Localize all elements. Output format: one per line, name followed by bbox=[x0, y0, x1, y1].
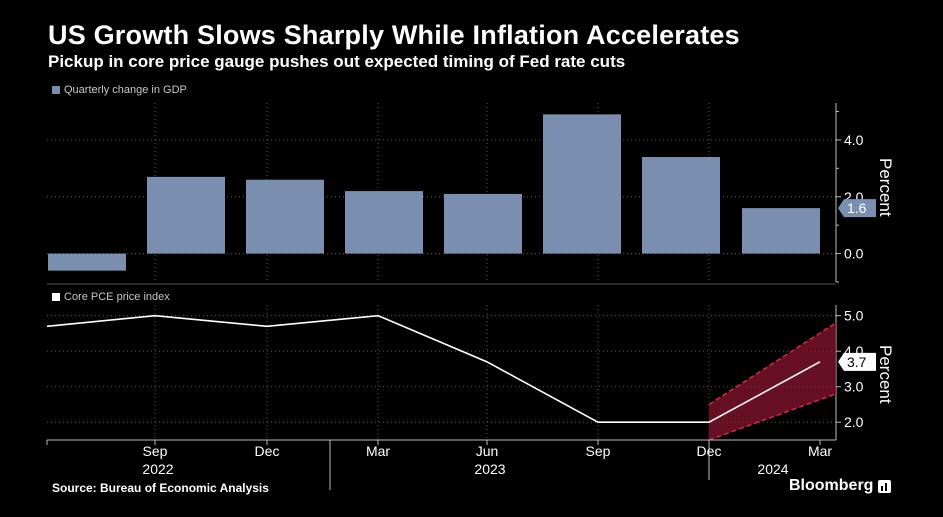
x-month-label: Mar bbox=[366, 443, 390, 459]
x-month-label: Sep bbox=[586, 443, 611, 459]
gdp-tick-label: 4.0 bbox=[844, 132, 864, 148]
pce-last-value-tag bbox=[838, 352, 876, 371]
chart-title: US Growth Slows Sharply While Inflation … bbox=[48, 20, 740, 50]
gdp-panel: 4.02.00.01.6 Percent bbox=[47, 103, 895, 285]
chart-subtitle: Pickup in core price gauge pushes out ex… bbox=[48, 52, 626, 71]
gdp-last-value-tag bbox=[838, 199, 876, 218]
pce-tick-label: 2.0 bbox=[844, 414, 864, 430]
pce-forecast-band bbox=[709, 322, 836, 440]
source-note: Source: Bureau of Economic Analysis bbox=[52, 481, 269, 495]
pce-line bbox=[46, 314, 821, 424]
brand-label: Bloomberg bbox=[789, 477, 874, 494]
gdp-bar bbox=[345, 191, 423, 254]
gdp-bar bbox=[444, 193, 522, 254]
x-month-label: Dec bbox=[697, 443, 722, 459]
x-month-label: Dec bbox=[255, 443, 280, 459]
pce-legend: Core PCE price index bbox=[52, 291, 170, 303]
gdp-last-value-label: 1.6 bbox=[847, 200, 867, 216]
bar-chart-icon bbox=[878, 479, 892, 493]
x-axis: Sep Dec Mar Jun Sep Dec Mar 2022 2023 2024 bbox=[46, 439, 836, 490]
gdp-bar bbox=[543, 114, 621, 254]
gdp-bar bbox=[147, 176, 225, 254]
pce-ylabel: Percent bbox=[876, 345, 895, 404]
gdp-bar bbox=[742, 208, 820, 254]
x-year-label: 2023 bbox=[474, 461, 505, 477]
gdp-legend: Quarterly change in GDP bbox=[52, 84, 187, 96]
pce-tick-label: 3.0 bbox=[844, 379, 864, 395]
gdp-bar bbox=[642, 156, 720, 254]
gdp-bar bbox=[246, 179, 324, 254]
pce-panel: 5.04.03.02.03.7 Percent bbox=[46, 305, 895, 441]
gdp-legend-swatch bbox=[52, 86, 60, 94]
x-month-label: Mar bbox=[808, 443, 832, 459]
gdp-ylabel: Percent bbox=[876, 158, 895, 217]
x-month-label: Jun bbox=[476, 443, 499, 459]
pce-legend-swatch bbox=[52, 293, 60, 301]
pce-last-value-label: 3.7 bbox=[847, 354, 867, 370]
gdp-legend-label: Quarterly change in GDP bbox=[64, 84, 187, 96]
x-year-label: 2022 bbox=[142, 461, 173, 477]
gdp-bar bbox=[48, 253, 126, 271]
x-month-label: Sep bbox=[143, 443, 168, 459]
pce-tick-label: 5.0 bbox=[844, 308, 864, 324]
bloomberg-logo: Bloomberg bbox=[789, 477, 892, 495]
pce-forecast-upper bbox=[708, 322, 837, 406]
pce-forecast-lower bbox=[708, 393, 837, 441]
x-year-label: 2024 bbox=[757, 461, 788, 477]
gdp-tick-label: 0.0 bbox=[844, 246, 864, 262]
pce-legend-label: Core PCE price index bbox=[64, 291, 170, 303]
